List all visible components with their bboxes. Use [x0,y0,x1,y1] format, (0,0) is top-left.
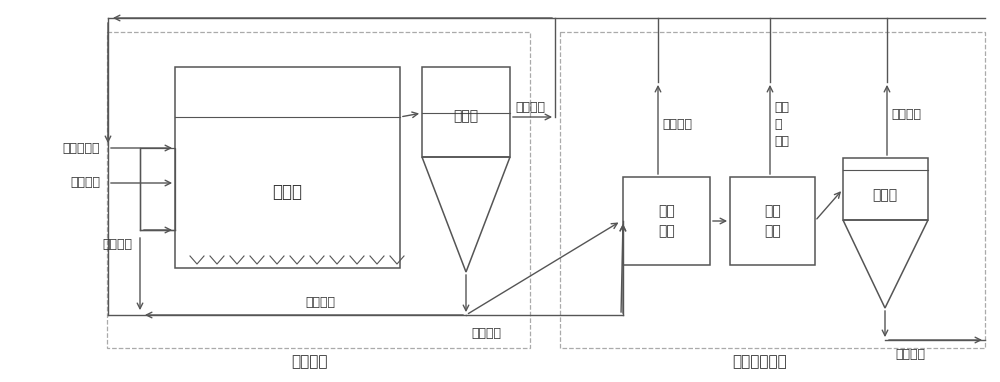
Text: 剩余污泥: 剩余污泥 [471,327,501,340]
Text: 减量回收单元: 减量回收单元 [733,354,787,369]
Bar [843,158,928,220]
Bar [107,32,530,348]
Bar [140,148,175,230]
Text: 污泥
浓缩: 污泥 浓缩 [658,204,675,238]
Text: 减量
反应: 减量 反应 [764,204,781,238]
Text: 粉末活性炭: 粉末活性炭 [62,141,100,154]
Text: 残泥排放: 残泥排放 [895,348,925,361]
Text: 曝气池: 曝气池 [272,183,302,201]
Bar [623,177,710,265]
Text: 污泥回流: 污泥回流 [306,296,336,309]
Text: 压缩空气: 压缩空气 [102,238,132,251]
Bar [560,32,985,348]
Text: 二沉池: 二沉池 [453,110,479,123]
Text: 分离池: 分离池 [872,188,898,202]
Bar [175,67,400,268]
Text: 清液回流: 清液回流 [662,118,692,131]
Text: 清液回流: 清液回流 [891,108,921,121]
Text: 系统进水: 系统进水 [70,176,100,189]
Bar [730,177,815,265]
Text: 生化单元: 生化单元 [292,354,328,369]
Text: 活性
炭
回用: 活性 炭 回用 [774,101,789,148]
Text: 处理出水: 处理出水 [515,101,545,114]
Bar [422,67,510,157]
